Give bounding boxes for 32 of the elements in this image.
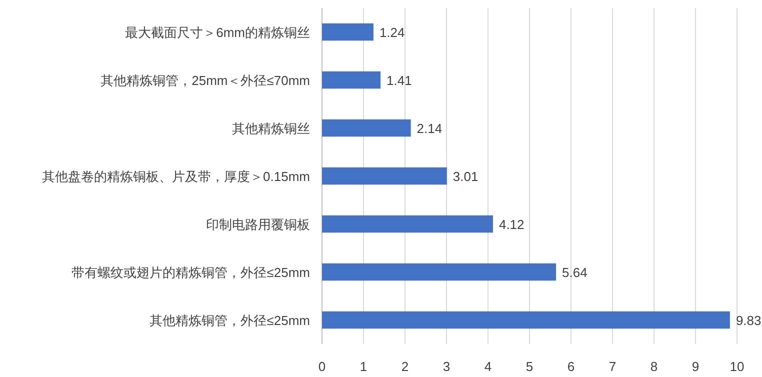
- y-tick-label: 其他精炼铜管，外径≤25mm: [150, 313, 310, 328]
- data-label: 2.14: [416, 121, 442, 136]
- bar: [322, 311, 730, 329]
- y-tick-label: 其他精炼铜丝: [232, 121, 310, 136]
- data-label: 4.12: [498, 217, 524, 232]
- x-tick-label: 4: [484, 359, 492, 374]
- bar: [322, 71, 381, 89]
- data-label: 3.01: [452, 169, 478, 184]
- x-tick-label: 1: [360, 359, 368, 374]
- x-tick-label: 6: [567, 359, 575, 374]
- x-tick-label: 3: [442, 359, 450, 374]
- bar: [322, 167, 447, 185]
- y-tick-label: 带有螺纹或翅片的精炼铜管，外径≤25mm: [72, 265, 310, 280]
- x-tick-label: 5: [526, 359, 534, 374]
- data-label: 1.41: [386, 73, 412, 88]
- x-tick-label: 7: [608, 359, 616, 374]
- data-label: 5.64: [562, 265, 588, 280]
- bar: [322, 215, 493, 233]
- bar: [322, 263, 556, 281]
- bar: [322, 119, 411, 137]
- x-tick-label: 8: [650, 359, 658, 374]
- x-tick-label: 9: [692, 359, 700, 374]
- y-tick-label: 其他精炼铜管，25mm＜外径≤70mm: [100, 73, 310, 88]
- bar: [322, 23, 374, 41]
- x-tick-label: 10: [730, 359, 744, 374]
- y-tick-label: 最大截面尺寸＞6mm的精炼铜丝: [125, 25, 310, 40]
- y-tick-label: 印制电路用覆铜板: [206, 217, 310, 232]
- x-tick-label: 0: [318, 359, 326, 374]
- x-tick-label: 2: [401, 359, 409, 374]
- data-label: 1.24: [379, 25, 405, 40]
- data-label: 9.83: [736, 313, 762, 328]
- y-tick-label: 其他盘卷的精炼铜板、片及带，厚度＞0.15mm: [42, 169, 310, 184]
